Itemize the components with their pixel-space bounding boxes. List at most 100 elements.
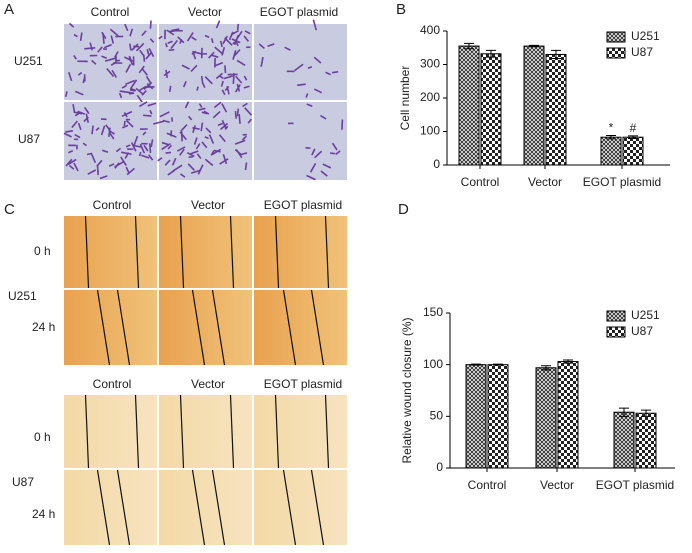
cell bbox=[167, 144, 173, 150]
cell bbox=[213, 101, 222, 109]
cell bbox=[238, 114, 241, 124]
cell bbox=[331, 142, 338, 151]
bar bbox=[557, 361, 579, 469]
cell bbox=[309, 162, 317, 173]
cell bbox=[239, 152, 248, 156]
error-bar bbox=[628, 135, 638, 140]
cell bbox=[231, 38, 241, 44]
wound-edge bbox=[211, 469, 226, 546]
cell bbox=[148, 47, 155, 57]
cell bbox=[121, 84, 128, 89]
cell bbox=[161, 142, 171, 151]
cell bbox=[223, 75, 233, 80]
cell bbox=[228, 31, 234, 41]
cell bbox=[191, 36, 197, 41]
cell bbox=[213, 149, 221, 153]
bar bbox=[487, 364, 509, 469]
cell bbox=[158, 35, 163, 40]
cell bbox=[168, 85, 172, 92]
column-label: EGOT plasmid bbox=[260, 5, 338, 19]
wound-edge bbox=[274, 394, 280, 469]
cell bbox=[221, 89, 226, 96]
cell bbox=[121, 124, 129, 129]
cell bbox=[232, 40, 237, 45]
y-tick-label: 100 bbox=[423, 357, 443, 371]
wound-edge bbox=[282, 469, 297, 546]
micrograph bbox=[159, 216, 252, 288]
micrograph bbox=[254, 470, 347, 545]
bar bbox=[613, 411, 635, 469]
legend-swatch bbox=[606, 310, 626, 322]
cell bbox=[141, 68, 148, 76]
legend-label: U251 bbox=[631, 308, 660, 322]
cell bbox=[124, 152, 130, 159]
wound-edge bbox=[179, 215, 185, 289]
cell bbox=[314, 150, 323, 159]
bar bbox=[523, 45, 545, 166]
cell bbox=[325, 71, 331, 76]
cell bbox=[198, 107, 206, 111]
cell bbox=[125, 79, 135, 86]
error-bar bbox=[464, 42, 474, 50]
wound-edge bbox=[96, 289, 111, 366]
cell bbox=[330, 152, 336, 155]
time-label: 0 h bbox=[34, 430, 51, 444]
cell bbox=[195, 143, 201, 150]
cell bbox=[109, 132, 115, 140]
cell bbox=[77, 122, 82, 131]
cell bbox=[129, 89, 135, 92]
panel-letter: C bbox=[4, 201, 15, 218]
cell bbox=[260, 56, 264, 67]
cell bbox=[184, 101, 190, 109]
cell bbox=[65, 158, 73, 167]
cell bbox=[331, 70, 339, 74]
wound-edge bbox=[310, 469, 325, 546]
error-bar bbox=[529, 44, 539, 48]
cell-line-label: U87 bbox=[12, 475, 34, 489]
cell bbox=[180, 131, 183, 142]
cell bbox=[186, 32, 194, 42]
cell bbox=[294, 63, 304, 72]
cell bbox=[84, 46, 96, 50]
significance-mark: # bbox=[630, 121, 637, 135]
cell bbox=[91, 59, 97, 65]
cell bbox=[143, 81, 153, 90]
legend-swatch bbox=[606, 47, 626, 59]
cell bbox=[149, 109, 153, 115]
cell bbox=[64, 91, 68, 97]
cell bbox=[172, 164, 183, 172]
cell-line-label: U251 bbox=[8, 289, 37, 303]
cell bbox=[200, 122, 204, 132]
cell bbox=[211, 148, 222, 156]
cell bbox=[236, 83, 241, 92]
cell bbox=[100, 125, 106, 136]
cell bbox=[138, 85, 147, 92]
cell bbox=[176, 146, 186, 152]
bar bbox=[458, 45, 480, 166]
cell bbox=[190, 64, 198, 72]
y-tick-label: 0 bbox=[436, 460, 443, 474]
y-tick-label: 50 bbox=[430, 409, 444, 423]
y-tick-label: 400 bbox=[420, 23, 440, 37]
cell bbox=[96, 159, 103, 167]
significance-mark: * bbox=[609, 121, 614, 135]
cell bbox=[234, 111, 237, 119]
wound-edge bbox=[229, 394, 235, 469]
cell bbox=[129, 79, 138, 90]
y-tick-label: 100 bbox=[420, 124, 440, 138]
bar bbox=[635, 412, 657, 469]
cell bbox=[204, 158, 214, 167]
cell bbox=[167, 40, 173, 45]
cell bbox=[82, 142, 87, 147]
wound-edge bbox=[84, 394, 90, 469]
cell bbox=[123, 111, 128, 118]
wound-edge bbox=[310, 289, 325, 366]
cell bbox=[224, 37, 233, 46]
y-tick-label: 150 bbox=[423, 305, 443, 319]
cell bbox=[141, 154, 150, 159]
cell bbox=[208, 134, 215, 144]
legend-label: U87 bbox=[631, 324, 653, 338]
cell bbox=[102, 33, 105, 44]
cell bbox=[135, 87, 145, 96]
micrograph bbox=[254, 24, 347, 100]
